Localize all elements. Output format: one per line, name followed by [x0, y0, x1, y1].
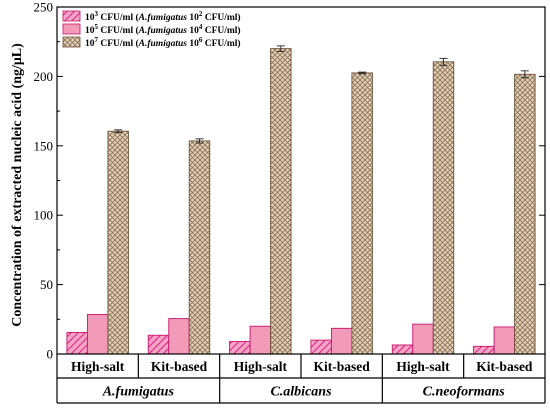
y-tick-label: 250	[34, 0, 54, 15]
legend-text-part: 5	[95, 23, 99, 31]
x-category-label: High-salt	[396, 359, 450, 374]
legend-text-part: 7	[95, 36, 99, 44]
legend-text-part: CFU/ml)	[202, 12, 240, 23]
y-tick-label: 0	[47, 347, 54, 362]
bar-s1-3	[229, 341, 251, 355]
legend-text-part: 4	[199, 23, 203, 31]
x-category-label: Kit-based	[476, 359, 533, 374]
legend-text-part: 10	[85, 13, 95, 23]
bar-s1-5	[391, 344, 414, 355]
legend-text-part: 10	[187, 13, 199, 23]
bar-s1-2	[147, 334, 170, 355]
bar-s3-4	[351, 72, 373, 355]
group-label: C.albicans	[270, 385, 332, 400]
group-label: A.fumigatus	[102, 385, 175, 400]
bar-s2-5	[412, 323, 434, 355]
bar-s1-6	[473, 345, 495, 355]
legend-text-part: CFU/ml)	[202, 25, 240, 36]
y-tick-label: 150	[34, 138, 54, 153]
bar-s1-4	[310, 339, 332, 355]
legend-label-3: 107 CFU/ml (A.fumigatus 106 CFU/ml)	[85, 36, 241, 49]
bar-s3-3	[270, 48, 292, 355]
bar-s2-2	[168, 318, 190, 355]
legend-text-part: CFU/ml (	[98, 25, 139, 36]
x-category-label: High-salt	[71, 359, 125, 374]
legend-text-part: 2	[199, 10, 203, 18]
legend-text-part: CFU/ml)	[202, 38, 240, 49]
bars-layer	[66, 45, 536, 355]
axes-layer: 0 50 100 150 200 250 High-salt Kit-based High-sa…	[34, 0, 546, 404]
legend-text-part: 3	[95, 10, 99, 18]
bar-s3-2	[188, 140, 211, 355]
legend-label-1: 103 CFU/ml (A.fumigatus 102 CFU/ml)	[85, 10, 241, 23]
bar-s2-3	[249, 325, 272, 355]
legend-text-part: A.fumigatus	[138, 39, 188, 49]
bar-s3-1	[107, 130, 129, 355]
legend-text-part: 10	[85, 26, 95, 36]
legend-text-part: 6	[199, 36, 203, 44]
group-label: C.neoformans	[423, 385, 506, 400]
x-category-label: High-salt	[234, 359, 288, 374]
legend-text-part: A.fumigatus	[138, 13, 188, 23]
x-category-label: Kit-based	[151, 359, 208, 374]
bar-s1-1	[66, 332, 88, 355]
legend-text-part: A.fumigatus	[138, 26, 188, 36]
bar-s3-6	[514, 73, 536, 355]
plot-frame	[56, 6, 546, 355]
legend-text-part: 10	[187, 26, 199, 36]
legend-text-part: CFU/ml (	[98, 38, 139, 49]
y-tick-label: 100	[34, 208, 54, 223]
legend-swatch-3	[62, 36, 81, 48]
legend-text-part: 10	[85, 39, 95, 49]
bar-s3-5	[432, 61, 455, 355]
legend-text-part: 10	[187, 39, 199, 49]
x-category-label: Kit-based	[314, 359, 371, 374]
y-tick-label: 200	[34, 69, 54, 84]
bar-s2-1	[86, 313, 109, 355]
legend-swatch-2	[62, 23, 81, 35]
legend: 103 CFU/ml (A.fumigatus 102 CFU/ml)105 C…	[62, 10, 241, 49]
bar-s2-6	[493, 326, 516, 355]
bar-s2-4	[330, 327, 353, 355]
y-tick-label: 50	[40, 277, 53, 292]
legend-text-part: CFU/ml (	[98, 12, 139, 23]
legend-label-2: 105 CFU/ml (A.fumigatus 104 CFU/ml)	[85, 23, 241, 36]
y-axis-label: Concentration of extracted nucleic acid …	[10, 43, 25, 327]
legend-swatch-1	[62, 10, 81, 22]
